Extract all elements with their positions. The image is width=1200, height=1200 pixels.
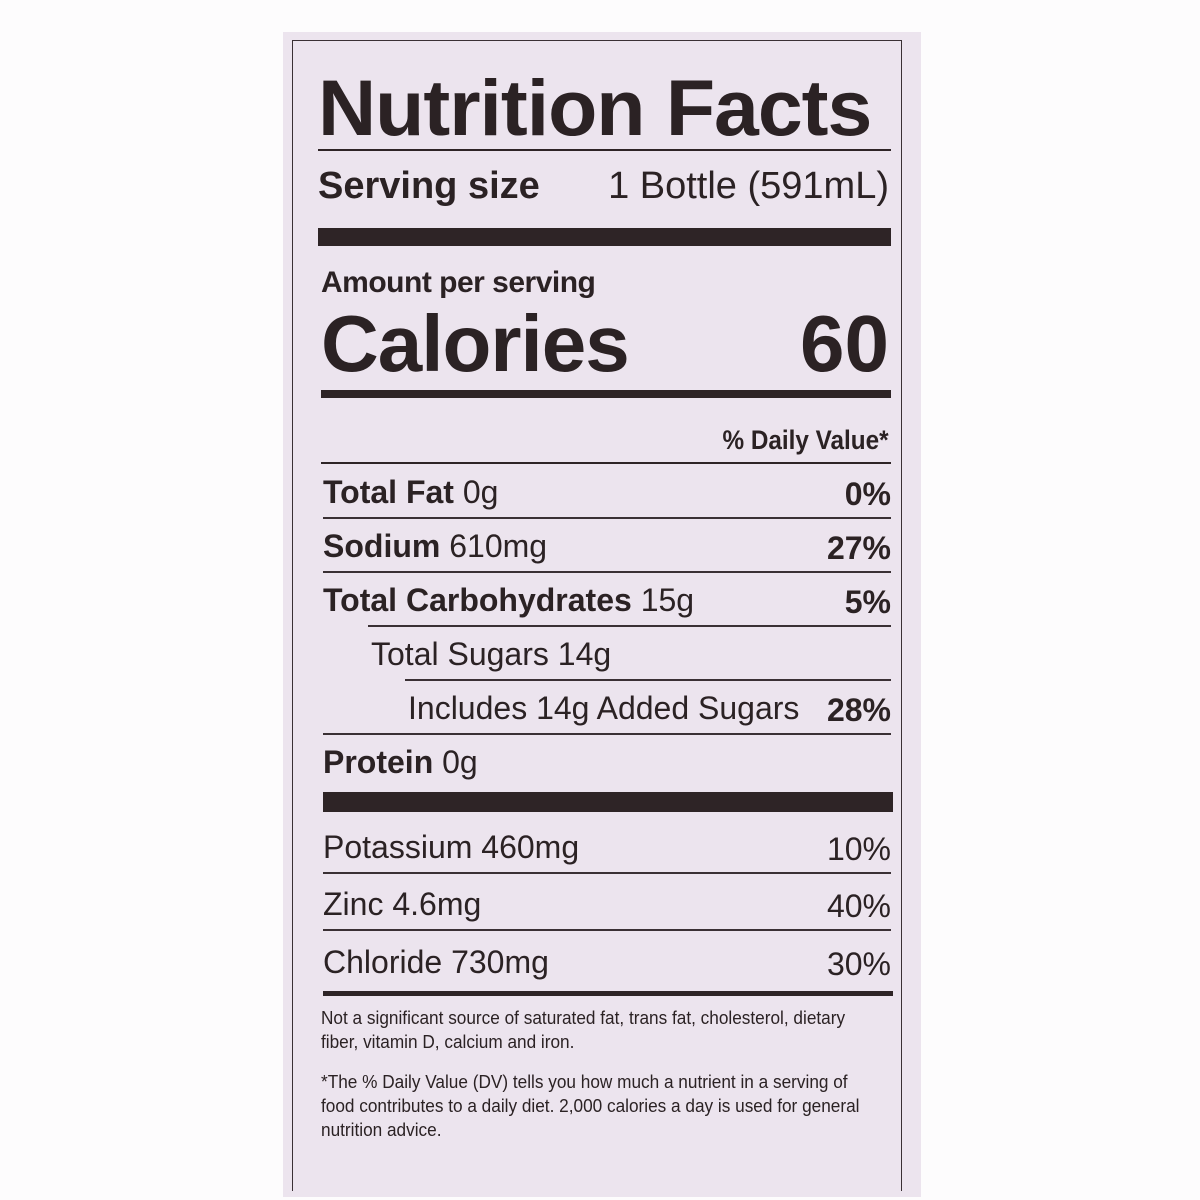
label-title: Nutrition Facts	[318, 63, 872, 152]
mineral-name: Zinc 4.6mg	[323, 886, 482, 922]
serving-size-value: 1 Bottle (591mL)	[608, 165, 889, 207]
serving-size-label: Serving size	[318, 165, 540, 207]
nutrient-row-total-carbohydrates: Total Carbohydrates 15g 5%	[323, 573, 891, 627]
medium-divider	[323, 991, 893, 996]
nutrient-amount: 0g	[462, 474, 499, 510]
nutrient-name: Total Sugars 14g	[371, 636, 612, 672]
nutrient-name: Total Fat	[323, 474, 454, 510]
thick-divider	[323, 792, 893, 812]
mineral-dv: 30%	[826, 946, 891, 982]
nutrient-amount: 15g	[640, 582, 695, 618]
nutrient-amount: 0g	[442, 744, 478, 780]
nutrient-name: Protein	[323, 744, 434, 780]
mineral-dv: 40%	[826, 888, 891, 924]
nutrient-name: Total Carbohydrates	[323, 582, 632, 618]
nutrition-label: Nutrition Facts Serving size 1 Bottle (5…	[283, 32, 921, 1197]
nutrient-amount: 610mg	[449, 528, 548, 564]
divider	[318, 149, 891, 151]
amount-per-serving: Amount per serving	[321, 266, 596, 299]
calories-label: Calories	[321, 299, 630, 388]
nutrient-dv: 28%	[826, 692, 891, 728]
nutrient-name: Includes 14g Added Sugars	[408, 690, 800, 726]
mineral-row-potassium: Potassium 460mg 10%	[323, 820, 891, 874]
divider	[321, 462, 891, 464]
nutrient-row-protein: Protein 0g	[323, 735, 891, 789]
nutrient-dv: 5%	[844, 584, 891, 620]
mineral-row-chloride: Chloride 730mg 30%	[323, 935, 891, 989]
mineral-name: Potassium 460mg	[323, 829, 580, 865]
medium-divider	[321, 390, 891, 398]
thick-divider	[318, 228, 891, 246]
nutrient-row-added-sugars: Includes 14g Added Sugars 28%	[323, 681, 891, 735]
nutrient-row-total-sugars: Total Sugars 14g	[323, 627, 891, 681]
nutrient-dv: 27%	[826, 530, 891, 566]
nutrient-name: Sodium	[323, 528, 441, 564]
mineral-dv: 10%	[826, 831, 891, 867]
nutrient-row-total-fat: Total Fat 0g 0%	[323, 465, 891, 519]
calories-value: 60	[800, 299, 889, 388]
daily-value-header: % Daily Value*	[722, 425, 889, 455]
footnote-not-significant: Not a significant source of saturated fa…	[321, 1007, 846, 1052]
nutrient-dv: 0%	[844, 476, 891, 512]
mineral-row-zinc: Zinc 4.6mg 40%	[323, 877, 891, 931]
label-border	[292, 40, 902, 1191]
footnote-daily-value: *The % Daily Value (DV) tells you how mu…	[321, 1071, 860, 1140]
mineral-name: Chloride 730mg	[323, 944, 549, 980]
nutrient-row-sodium: Sodium 610mg 27%	[323, 519, 891, 573]
